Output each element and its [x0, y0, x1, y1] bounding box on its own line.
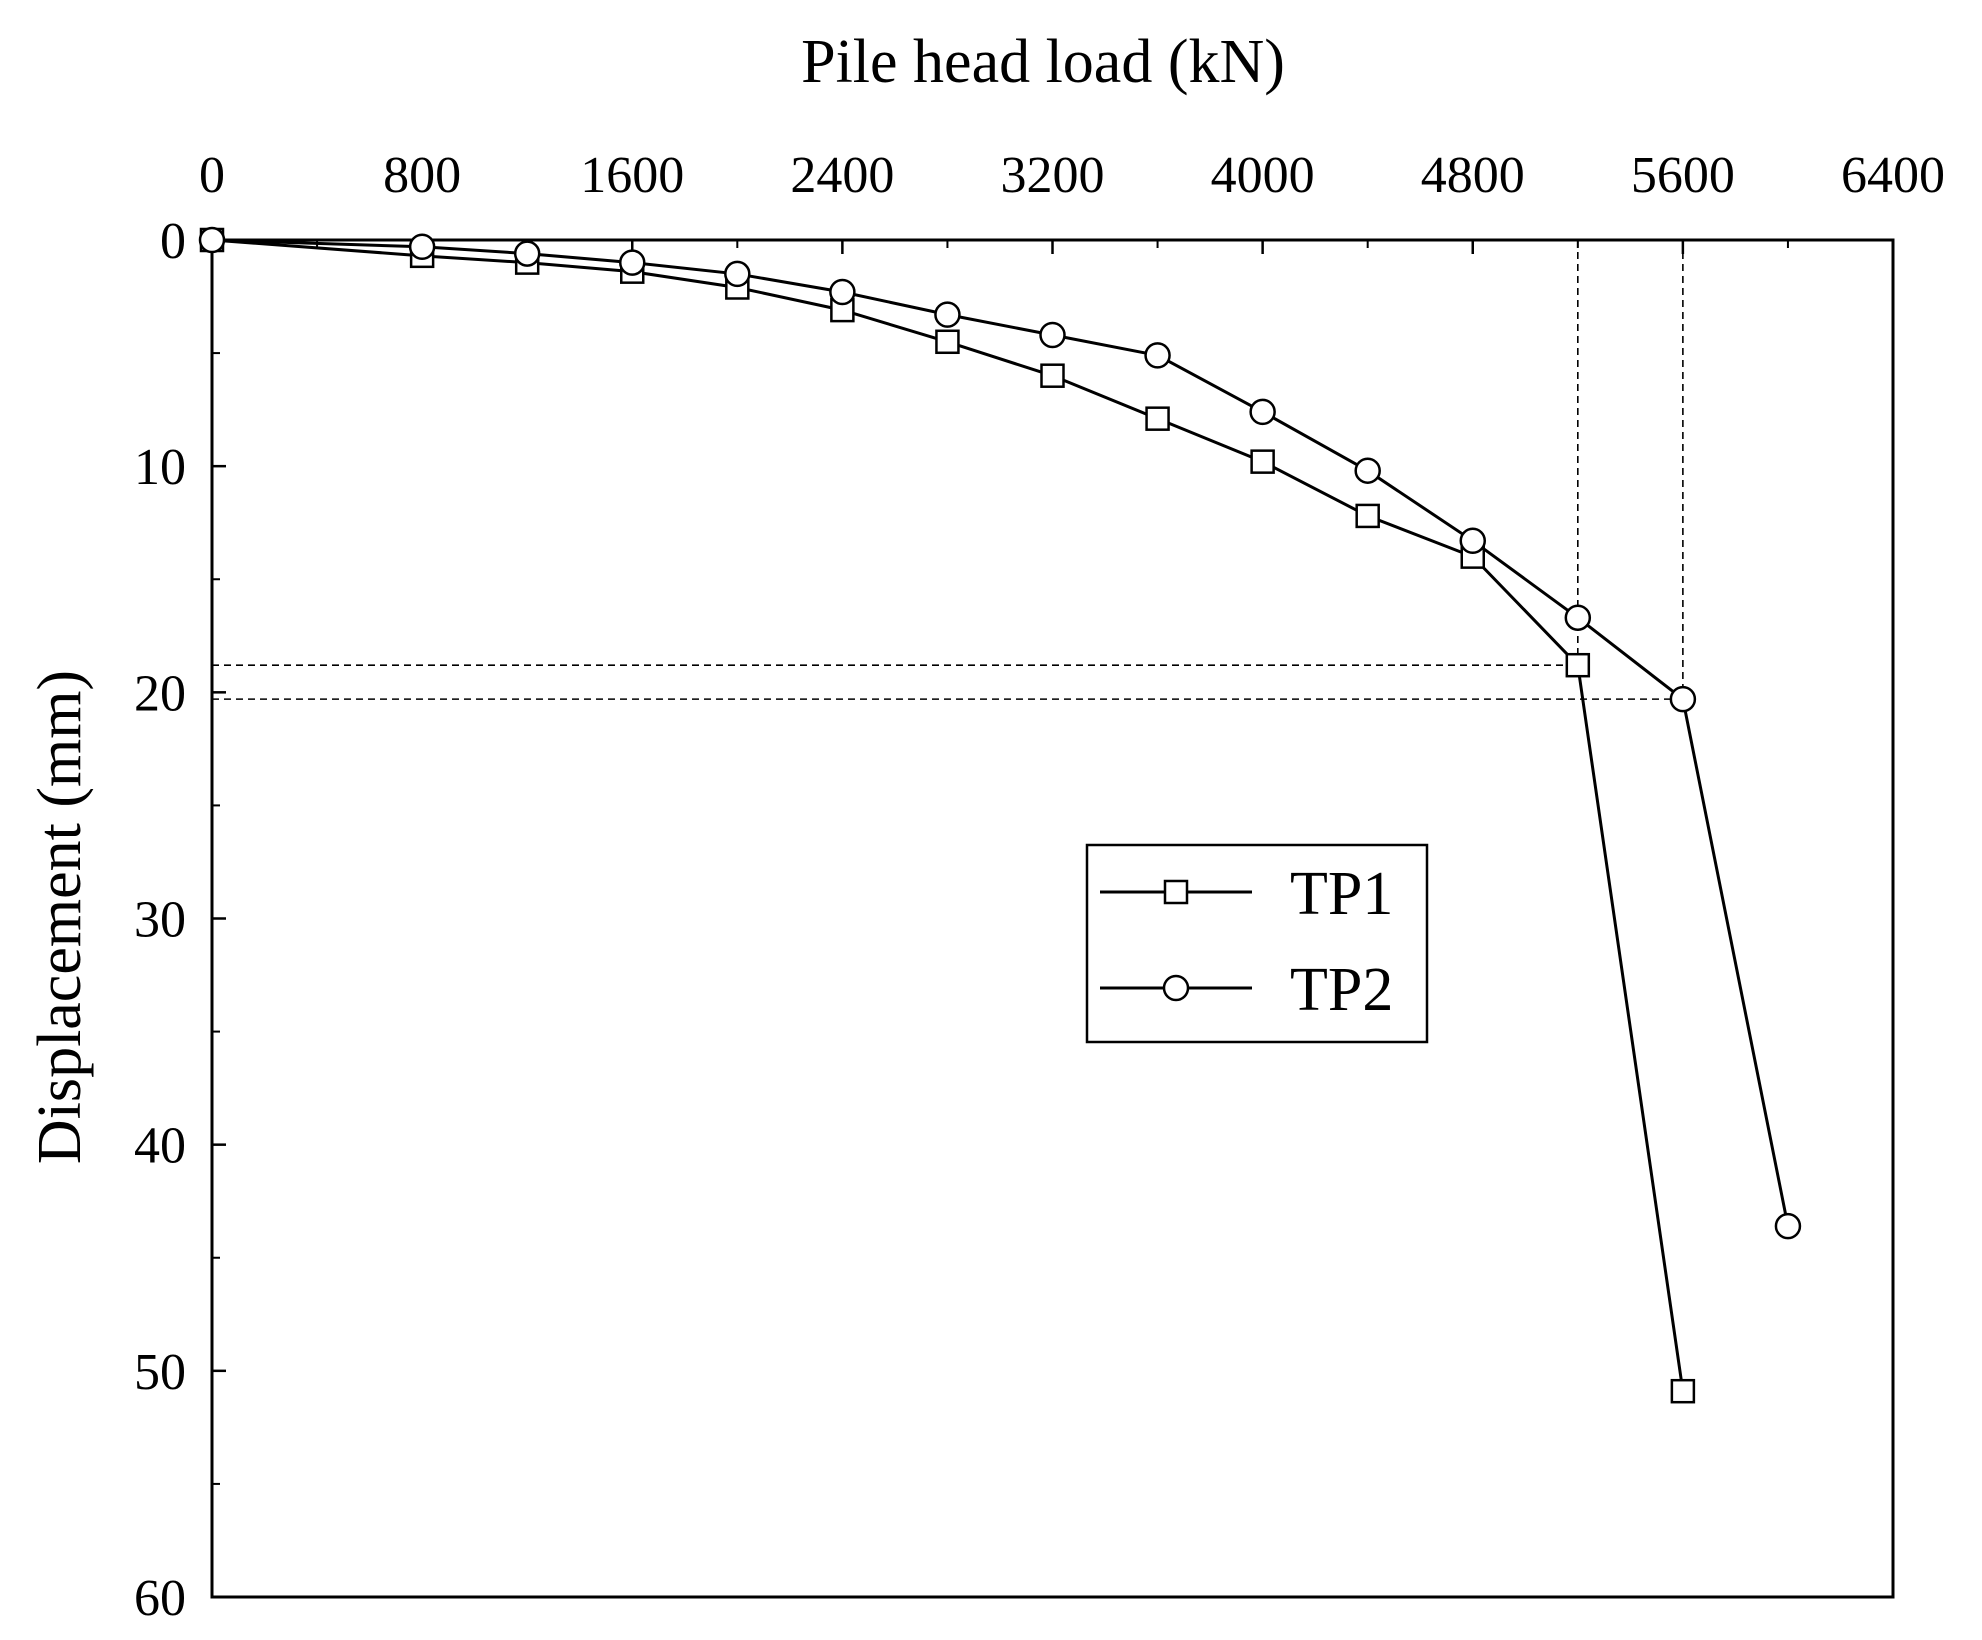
- y-tick-label: 60: [134, 1570, 186, 1627]
- data-point-tp2: [934, 301, 961, 328]
- data-point-tp2: [1039, 321, 1066, 349]
- x-tick-label: 4000: [1211, 147, 1315, 204]
- data-point-tp2: [1564, 604, 1592, 631]
- x-tick-label: 3200: [1001, 147, 1105, 204]
- x-tick-label: 2400: [790, 147, 894, 204]
- data-point-tp2: [408, 233, 436, 261]
- y-tick-label: 20: [134, 665, 186, 722]
- x-tick-label: 5600: [1631, 147, 1735, 204]
- data-point-tp2: [513, 240, 541, 267]
- y-tick-label: 40: [134, 1118, 186, 1175]
- y-axis-ticks: 0 10 20 30 40 50 60: [134, 213, 226, 1627]
- data-point-tp2: [829, 278, 856, 306]
- x-tick-label: 0: [199, 147, 225, 204]
- data-point-tp1: [1250, 449, 1275, 474]
- x-tick-label: 6400: [1841, 147, 1945, 204]
- y-tick-label: 50: [134, 1344, 186, 1401]
- data-point-tp2: [1249, 398, 1276, 426]
- data-point-tp2: [619, 249, 646, 276]
- legend-label-tp2: TP2: [1290, 956, 1393, 1024]
- data-point-tp2: [1774, 1212, 1802, 1240]
- data-point-tp1: [1145, 406, 1170, 431]
- reference-lines: [212, 240, 1684, 700]
- y-tick-label: 10: [134, 439, 186, 496]
- series-layer: [198, 226, 1802, 1404]
- data-point-tp1: [1040, 363, 1065, 388]
- legend-label-tp1: TP1: [1290, 860, 1393, 928]
- data-point-tp2: [1354, 457, 1381, 484]
- y-tick-label: 0: [160, 213, 186, 270]
- x-axis-title: Pile head load (kN): [801, 28, 1285, 96]
- series-line-tp2: [211, 238, 1790, 1227]
- legend-frame: [1085, 843, 1429, 1044]
- legend-marker-circle: [1162, 974, 1190, 1002]
- y-axis-title: Displacement (mm): [26, 670, 94, 1164]
- x-tick-label: 800: [383, 147, 461, 204]
- data-point-tp2: [1669, 685, 1697, 713]
- legend: TP1 TP2: [1085, 843, 1429, 1044]
- data-point-tp2: [198, 226, 226, 254]
- x-axis-ticks: 0 800 1600 2400 3200 4000 4800 5600 6400: [199, 147, 1945, 254]
- x-tick-label: 4800: [1421, 147, 1525, 204]
- y-tick-label: 30: [134, 892, 186, 949]
- data-point-tp1: [935, 329, 960, 355]
- data-point-tp2: [724, 260, 751, 288]
- data-point-tp2: [1144, 342, 1171, 369]
- data-point-tp1: [1565, 652, 1591, 678]
- data-point-tp1: [1355, 503, 1380, 529]
- plot-area-frame: [210, 238, 1895, 1599]
- series-line-tp1: [211, 238, 1685, 1392]
- data-point-tp1: [1670, 1378, 1696, 1404]
- legend-marker-square: [1163, 879, 1189, 905]
- x-tick-label: 1600: [580, 147, 684, 204]
- data-point-tp2: [1459, 527, 1486, 555]
